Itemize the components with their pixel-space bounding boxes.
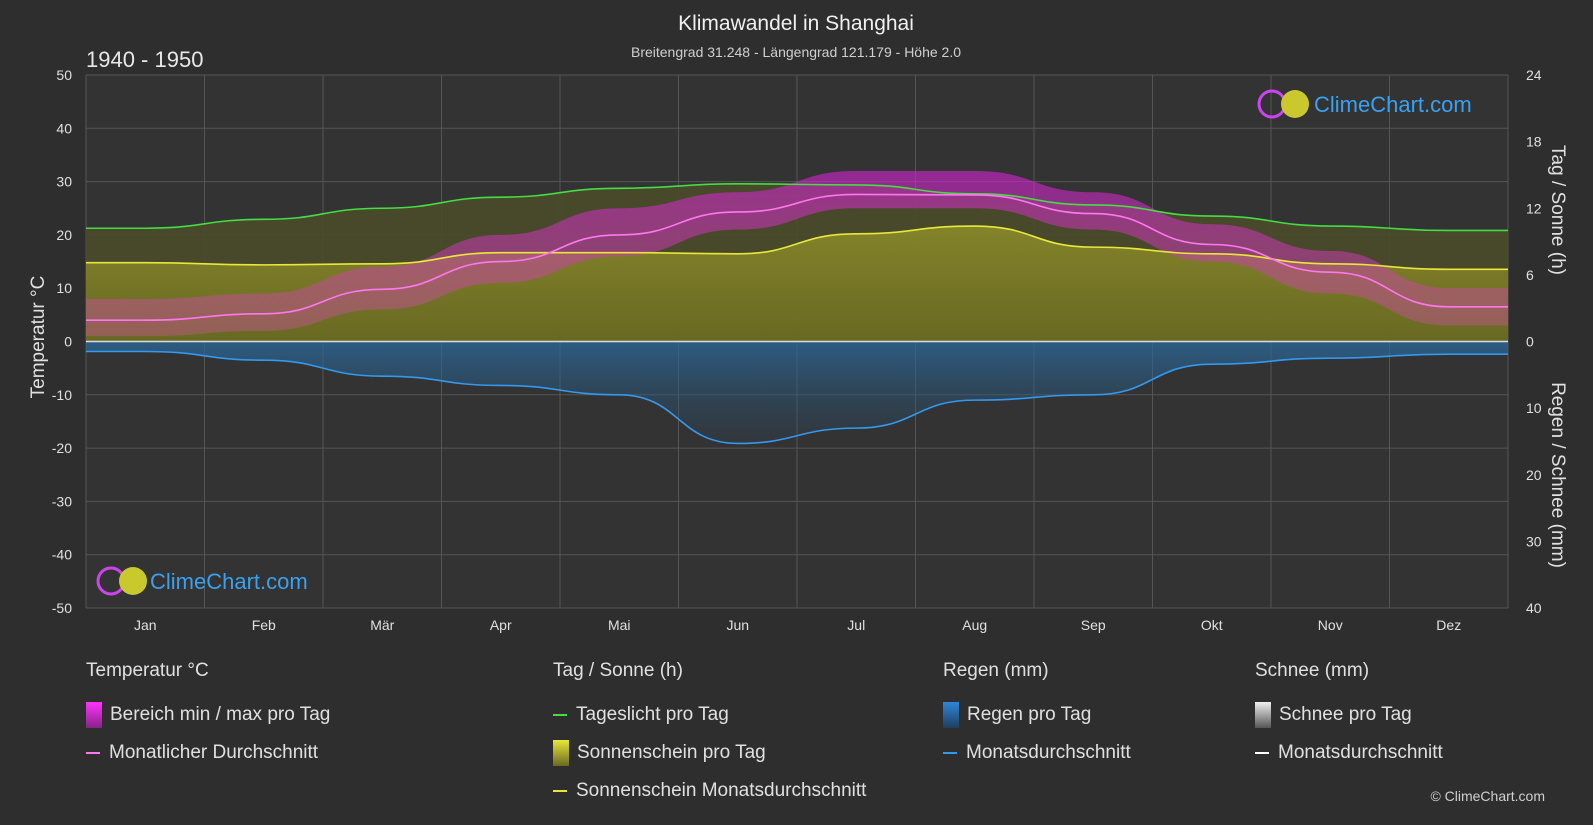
legend-rain: Regen (mm) Regen pro Tag Monatsdurchschn… <box>943 660 1131 772</box>
right-axis-label-bottom: Regen / Schnee (mm) <box>1547 382 1568 568</box>
axes: 50 40 30 20 10 0 -10 -20 -30 -40 -50 24 18 12 6 0 10 20 30… <box>52 67 1542 633</box>
rain-swatch-icon <box>943 702 959 728</box>
legend-label: Tageslicht pro Tag <box>576 704 729 725</box>
legend-item: Monatlicher Durchschnitt <box>86 734 330 772</box>
legend-label: Bereich min / max pro Tag <box>110 704 331 725</box>
rain-band <box>86 341 1508 444</box>
snow-swatch-icon <box>1255 702 1271 728</box>
right-top-tick-label: 6 <box>1526 267 1534 283</box>
left-tick-label: 40 <box>56 120 72 136</box>
left-tick-label: 50 <box>56 67 72 83</box>
right-bottom-tick-label: 10 <box>1526 400 1542 416</box>
left-tick-label: 0 <box>64 334 72 350</box>
left-tick-label: 20 <box>56 227 72 243</box>
left-tick-label: -10 <box>52 387 72 403</box>
legend-item: Monatsdurchschnitt <box>943 734 1131 772</box>
legend-item: Regen pro Tag <box>943 696 1131 734</box>
legend-daylight-sun: Tag / Sonne (h) Tageslicht pro Tag Sonne… <box>553 660 866 810</box>
legend-title: Temperatur °C <box>86 660 209 681</box>
legend-title: Regen (mm) <box>943 660 1049 681</box>
right-bottom-tick-label: 20 <box>1526 467 1542 483</box>
right-bottom-tick-label: 40 <box>1526 600 1542 616</box>
line-swatch-icon <box>553 714 567 716</box>
sunshine-average-line <box>85 225 1508 271</box>
month-tick-label: Nov <box>1318 617 1343 633</box>
period-label: 1940 - 1950 <box>86 47 203 72</box>
legend-snow: Schnee (mm) Schnee pro Tag Monatsdurchsc… <box>1255 660 1443 772</box>
left-tick-label: 10 <box>56 280 72 296</box>
right-top-tick-label: 0 <box>1526 334 1534 350</box>
copyright: © ClimeChart.com <box>1430 788 1545 804</box>
logo-top[interactable]: ClimeChart.com <box>1257 89 1472 119</box>
logo-text: ClimeChart.com <box>1314 92 1472 117</box>
line-swatch-icon <box>86 752 100 754</box>
month-tick-label: Okt <box>1201 617 1223 633</box>
left-tick-label: -30 <box>52 493 72 509</box>
month-tick-label: Apr <box>490 617 512 633</box>
legend-title: Schnee (mm) <box>1255 660 1370 681</box>
logo-sun-icon <box>1281 90 1309 118</box>
right-bottom-tick-label: 30 <box>1526 533 1542 549</box>
right-top-tick-label: 18 <box>1526 134 1542 150</box>
sunshine-band <box>86 226 1508 342</box>
line-swatch-icon <box>553 790 567 792</box>
logo-sun-icon <box>119 567 147 595</box>
line-swatch-icon <box>943 752 957 754</box>
month-tick-label: Jun <box>726 617 749 633</box>
data-lines <box>85 183 1508 445</box>
right-top-tick-label: 24 <box>1526 67 1542 83</box>
month-tick-label: Mär <box>370 617 394 633</box>
legend-item: Monatsdurchschnitt <box>1255 734 1443 772</box>
line-swatch-icon <box>1255 752 1269 754</box>
legend-label: Monatlicher Durchschnitt <box>109 742 319 763</box>
month-tick-label: Dez <box>1436 617 1461 633</box>
legend-label: Sonnenschein pro Tag <box>577 742 766 763</box>
legend-label: Monatsdurchschnitt <box>1278 742 1443 763</box>
chart-title: Klimawandel in Shanghai <box>678 12 914 35</box>
left-axis-label: Temperatur °C <box>28 276 49 399</box>
legend-label: Regen pro Tag <box>967 704 1092 725</box>
left-tick-label: 30 <box>56 174 72 190</box>
rain-average-line <box>86 350 1508 445</box>
month-tick-label: Jul <box>847 617 865 633</box>
left-tick-label: -20 <box>52 440 72 456</box>
legend-label: Schnee pro Tag <box>1279 704 1412 725</box>
left-tick-label: -50 <box>52 600 72 616</box>
month-tick-label: Sep <box>1081 617 1106 633</box>
legend-title: Tag / Sonne (h) <box>553 660 683 681</box>
data-bands <box>86 170 1508 444</box>
legend-item: Bereich min / max pro Tag <box>86 696 330 734</box>
legend-label: Sonnenschein Monatsdurchschnitt <box>576 780 867 801</box>
climate-chart: Klimawandel in Shanghai Breitengrad 31.2… <box>28 12 1568 633</box>
month-tick-label: Mai <box>608 617 631 633</box>
range-swatch-icon <box>86 702 102 728</box>
right-top-tick-label: 12 <box>1526 200 1542 216</box>
logo-bottom[interactable]: ClimeChart.com <box>96 566 308 596</box>
daylight-line <box>86 183 1508 232</box>
legend-item: Sonnenschein pro Tag <box>553 734 866 772</box>
left-tick-label: -40 <box>52 547 72 563</box>
legend-label: Monatsdurchschnitt <box>966 742 1131 763</box>
legend-item: Tageslicht pro Tag <box>553 696 866 734</box>
logo-text: ClimeChart.com <box>150 569 308 594</box>
legend-item: Schnee pro Tag <box>1255 696 1443 734</box>
right-axis-label-top: Tag / Sonne (h) <box>1547 145 1568 275</box>
chart-subtitle: Breitengrad 31.248 - Längengrad 121.179 … <box>631 44 961 60</box>
month-tick-label: Jan <box>134 617 157 633</box>
month-tick-label: Feb <box>252 617 276 633</box>
month-tick-label: Aug <box>962 617 987 633</box>
temperature-range-band <box>86 170 1508 337</box>
legend-temperature: Temperatur °C Bereich min / max pro Tag … <box>86 660 330 772</box>
sun-swatch-icon <box>553 740 569 766</box>
temperature-average-line <box>85 193 1508 321</box>
legend-item: Sonnenschein Monatsdurchschnitt <box>553 772 866 810</box>
